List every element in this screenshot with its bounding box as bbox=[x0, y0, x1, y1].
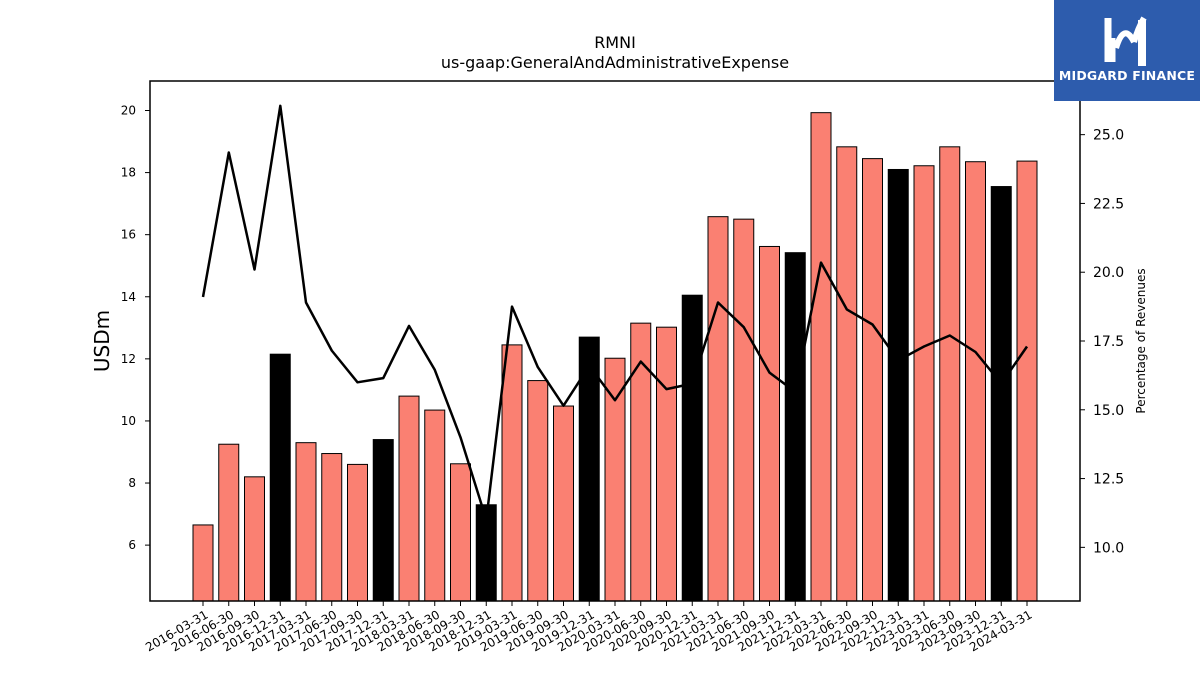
bar-2023-12-31 bbox=[990, 186, 1012, 602]
bar-2022-09-30 bbox=[862, 158, 883, 602]
bar-2018-09-30 bbox=[450, 463, 471, 602]
bar-2018-03-31 bbox=[398, 395, 420, 602]
left-axis-label: USDm bbox=[90, 310, 114, 372]
midgard-logo-icon bbox=[1104, 16, 1147, 66]
right-tick-label: 20.0 bbox=[1093, 265, 1124, 281]
bar-2024-03-31 bbox=[1016, 160, 1038, 602]
right-tick-label: 17.5 bbox=[1093, 334, 1124, 350]
bar-2017-09-30 bbox=[347, 463, 368, 602]
bar-2020-06-30 bbox=[630, 322, 652, 602]
bar-2017-03-31 bbox=[295, 442, 317, 602]
left-tick-label: 14 bbox=[121, 290, 136, 304]
chart-title: RMNI bbox=[594, 33, 636, 52]
bar-2020-12-31 bbox=[681, 294, 703, 602]
bar-2023-06-30 bbox=[939, 146, 961, 602]
x-axis: 2016-03-312016-06-302016-09-302016-12-31… bbox=[143, 601, 1035, 654]
bar-2021-09-30 bbox=[759, 245, 780, 602]
left-tick-label: 12 bbox=[121, 352, 136, 366]
right-axis-label: Percentage of Revenues bbox=[1134, 268, 1148, 413]
logo-text: MIDGARD FINANCE bbox=[1058, 68, 1196, 83]
bar-2022-03-31 bbox=[810, 112, 832, 602]
bar-2023-09-30 bbox=[965, 161, 986, 602]
left-axis: 6 8 10 12 14 16 18 20 bbox=[121, 103, 150, 552]
bar-series bbox=[192, 112, 1038, 602]
ratio-line-series bbox=[201, 104, 1029, 522]
bar-2020-09-30 bbox=[656, 326, 677, 602]
bar-2022-06-30 bbox=[836, 146, 858, 602]
bar-2019-06-30 bbox=[527, 380, 549, 602]
bar-2023-03-31 bbox=[913, 165, 935, 602]
right-tick-label: 10.0 bbox=[1093, 540, 1124, 556]
bar-2022-12-31 bbox=[887, 168, 909, 602]
bar-2019-03-31 bbox=[501, 344, 523, 602]
brand-logo: MIDGARD FINANCE bbox=[1054, 0, 1200, 101]
bar-2021-06-30 bbox=[733, 218, 755, 602]
percentage-of-revenues-line bbox=[201, 104, 1029, 522]
bar-2016-03-31 bbox=[192, 524, 214, 602]
left-tick-label: 10 bbox=[121, 414, 136, 428]
bar-2019-09-30 bbox=[553, 405, 574, 602]
bar-2017-12-31 bbox=[372, 439, 394, 602]
bar-2016-09-30 bbox=[244, 476, 265, 602]
bar-2017-06-30 bbox=[321, 453, 343, 602]
left-tick-label: 8 bbox=[128, 476, 136, 490]
right-tick-label: 22.5 bbox=[1093, 196, 1124, 212]
right-axis: 10.0 12.5 15.0 17.5 20.0 22.5 25.0 bbox=[1080, 128, 1124, 556]
bar-2021-12-31 bbox=[784, 252, 806, 602]
bar-2018-06-30 bbox=[424, 409, 446, 602]
left-tick-label: 6 bbox=[128, 538, 136, 552]
right-tick-label: 25.0 bbox=[1093, 128, 1124, 144]
right-tick-label: 12.5 bbox=[1093, 472, 1124, 488]
left-tick-label: 18 bbox=[121, 166, 136, 180]
bar-2021-03-31 bbox=[707, 216, 729, 602]
chart-subtitle: us-gaap:GeneralAndAdministrativeExpense bbox=[441, 53, 789, 72]
bar-2016-06-30 bbox=[218, 443, 240, 602]
bar-2020-03-31 bbox=[604, 357, 626, 602]
left-tick-label: 16 bbox=[121, 228, 136, 242]
right-tick-label: 15.0 bbox=[1093, 403, 1124, 419]
bar-2016-12-31 bbox=[269, 353, 291, 602]
left-tick-label: 20 bbox=[121, 103, 136, 117]
